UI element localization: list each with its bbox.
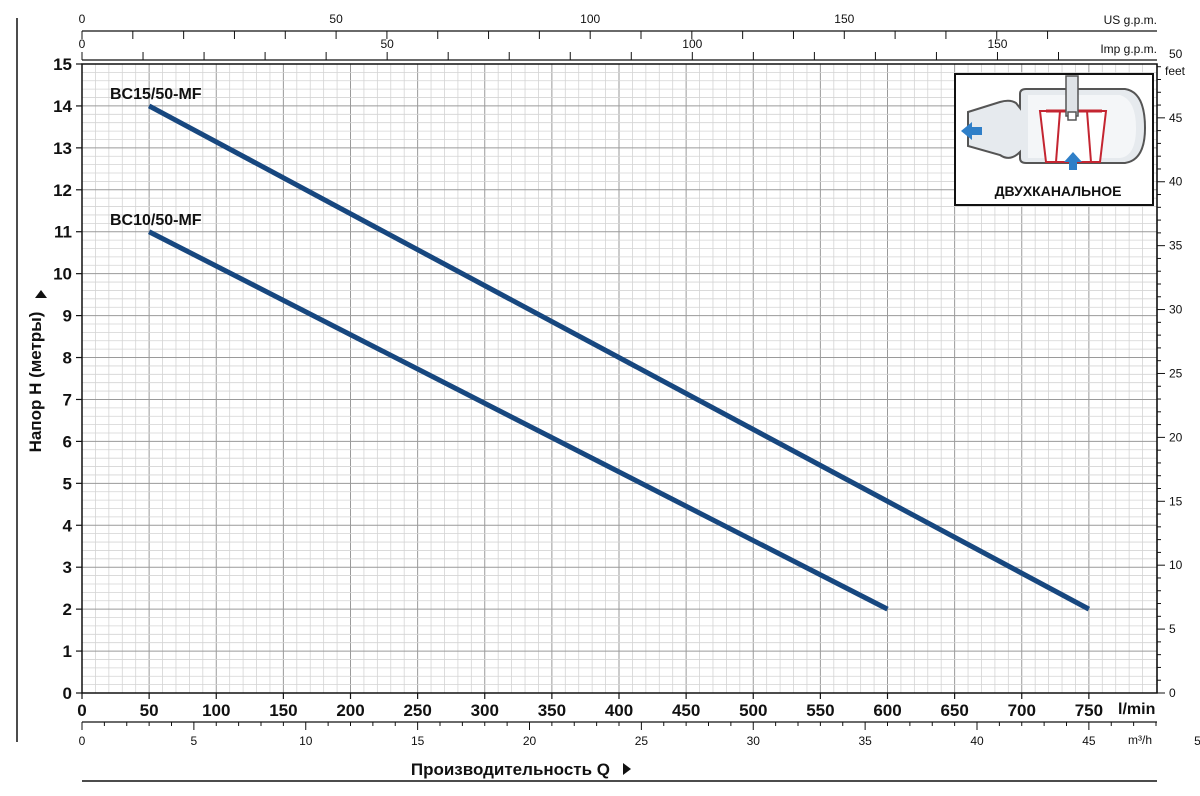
series-line-bc10 xyxy=(147,229,889,612)
y-tick-label: 2 xyxy=(63,600,72,619)
top-us-tick-label: 150 xyxy=(834,12,854,26)
impeller-type-label: ДВУХКАНАЛЬНОЕ xyxy=(995,183,1122,199)
y-tick-label: 6 xyxy=(63,432,72,451)
bottom-m3h-tick-label: 35 xyxy=(858,734,872,748)
x-tick-label: 450 xyxy=(672,701,700,720)
y-tick-label: 4 xyxy=(63,516,73,535)
x-tick-label: 200 xyxy=(336,701,364,720)
x-tick-label: 650 xyxy=(940,701,968,720)
bottom-m3h-tick-label: 45 xyxy=(1082,734,1096,748)
bottom-m3h-tick-label: 40 xyxy=(970,734,984,748)
series-label-bc10: BC10/50-MF xyxy=(110,212,202,229)
right-feet-tick-label: 25 xyxy=(1169,366,1183,380)
x-tick-label: 700 xyxy=(1008,701,1036,720)
y-tick-label: 1 xyxy=(63,642,72,661)
y-tick-label: 0 xyxy=(63,684,72,703)
x-tick-label: 550 xyxy=(806,701,834,720)
y-axis-arrow-icon xyxy=(35,290,47,298)
series-line-bc15 xyxy=(147,103,1091,612)
y-axis-title: Напор H (метры) xyxy=(26,312,45,453)
right-feet-tick-label: 35 xyxy=(1169,239,1183,253)
y-tick-label: 7 xyxy=(63,390,72,409)
bottom-m3h-tick-label: 15 xyxy=(411,734,425,748)
bottom-m3h-tick-label: 0 xyxy=(79,734,86,748)
impeller-diagram-icon xyxy=(961,75,1147,170)
series-lines xyxy=(147,103,1091,612)
bottom-m3h-tick-label: 5 xyxy=(191,734,198,748)
top-imp-unit-label: Imp g.p.m. xyxy=(1100,42,1157,56)
x-tick-label: 250 xyxy=(403,701,431,720)
y-tick-label: 11 xyxy=(54,223,72,242)
x-tick-label: 300 xyxy=(471,701,499,720)
top-imp-tick-label: 100 xyxy=(682,37,702,51)
y-tick-label: 9 xyxy=(63,307,72,326)
bottom-m3h-tick-label: 25 xyxy=(635,734,649,748)
top-us-tick-label: 50 xyxy=(329,12,343,26)
right-feet-tick-label: 10 xyxy=(1169,558,1183,572)
y-tick-label: 10 xyxy=(53,265,72,284)
x-tick-label: 0 xyxy=(77,701,86,720)
x-axis-arrow-icon xyxy=(623,763,631,775)
x-unit-label: l/min xyxy=(1118,701,1155,718)
top-imp-tick-label: 0 xyxy=(79,37,86,51)
y-tick-label: 14 xyxy=(53,97,72,116)
x-tick-label: 350 xyxy=(538,701,566,720)
x-tick-label: 750 xyxy=(1075,701,1103,720)
impeller-inset: ДВУХКАНАЛЬНОЕ xyxy=(954,73,1154,206)
x-tick-label: 100 xyxy=(202,701,230,720)
right-feet-tick-label: 45 xyxy=(1169,111,1183,125)
x-tick-label: 600 xyxy=(873,701,901,720)
y-tick-label: 13 xyxy=(53,139,72,158)
right-feet-tick-label: 5 xyxy=(1169,622,1176,636)
x-tick-label: 400 xyxy=(605,701,633,720)
bottom-m3h-tick-label: 50 xyxy=(1194,734,1200,748)
top-us-tick-label: 100 xyxy=(580,12,600,26)
right-feet-tick-label: 15 xyxy=(1169,494,1183,508)
bottom-m3h-tick-label: 20 xyxy=(523,734,537,748)
right-feet-tick-label: 0 xyxy=(1169,686,1176,700)
bottom-m3h-tick-label: 10 xyxy=(299,734,313,748)
y-tick-label: 3 xyxy=(63,558,72,577)
bottom-m3h-unit-label: m³/h xyxy=(1128,733,1152,747)
x-axis-title: Производительность Q xyxy=(411,760,610,779)
y-tick-label: 5 xyxy=(63,474,72,493)
y-tick-label: 8 xyxy=(63,349,72,368)
x-tick-label: 150 xyxy=(269,701,297,720)
y-tick-label: 12 xyxy=(53,181,72,200)
right-feet-unit-label: feet xyxy=(1165,64,1186,78)
right-feet-tick-label: 50 xyxy=(1169,47,1183,61)
bottom-m3h-tick-label: 30 xyxy=(747,734,761,748)
right-feet-tick-label: 40 xyxy=(1169,175,1183,189)
top-imp-tick-label: 50 xyxy=(380,37,394,51)
right-feet-tick-label: 20 xyxy=(1169,430,1183,444)
y-tick-label: 15 xyxy=(53,55,72,74)
top-us-unit-label: US g.p.m. xyxy=(1104,13,1157,27)
right-feet-tick-label: 30 xyxy=(1169,303,1183,317)
series-label-bc15: BC15/50-MF xyxy=(110,86,202,103)
top-imp-tick-label: 150 xyxy=(987,37,1007,51)
x-tick-label: 50 xyxy=(140,701,159,720)
top-us-tick-label: 0 xyxy=(79,12,86,26)
x-tick-label: 500 xyxy=(739,701,767,720)
